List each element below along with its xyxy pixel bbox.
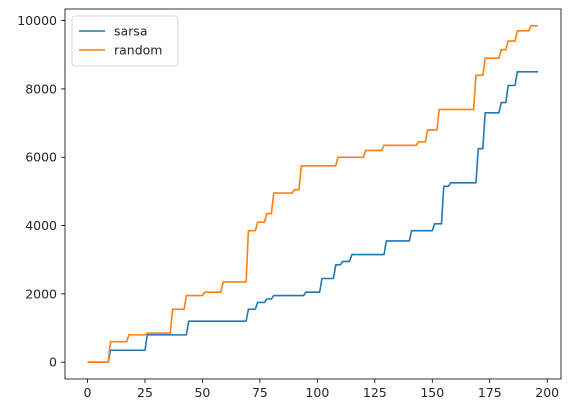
x-tick-label: 25 [137, 385, 153, 400]
x-axis: 0 25 50 75 100 125 150 175 200 [84, 379, 559, 400]
legend-box [71, 15, 179, 67]
series-layer [87, 24, 539, 363]
y-tick-label: 0 [49, 355, 57, 370]
y-axis: 0 2000 4000 6000 8000 10000 [17, 13, 65, 370]
legend-label-random: random [114, 43, 162, 58]
legend-label-sarsa: sarsa [114, 24, 147, 39]
series-line-sarsa [87, 71, 539, 363]
y-tick-label: 10000 [17, 13, 57, 28]
plot-frame [64, 8, 562, 380]
y-tick-label: 4000 [25, 218, 57, 233]
x-tick-label: 200 [535, 385, 559, 400]
series-line-random [87, 24, 539, 363]
x-tick-label: 50 [194, 385, 210, 400]
x-tick-label: 0 [84, 385, 92, 400]
y-tick-label: 2000 [25, 286, 57, 301]
legend: sarsa random [71, 15, 179, 67]
y-tick-label: 8000 [25, 81, 57, 96]
x-tick-label: 75 [252, 385, 268, 400]
x-tick-label: 175 [478, 385, 502, 400]
x-tick-label: 125 [363, 385, 387, 400]
x-tick-label: 100 [305, 385, 329, 400]
x-tick-label: 150 [420, 385, 444, 400]
y-tick-label: 6000 [25, 150, 57, 165]
